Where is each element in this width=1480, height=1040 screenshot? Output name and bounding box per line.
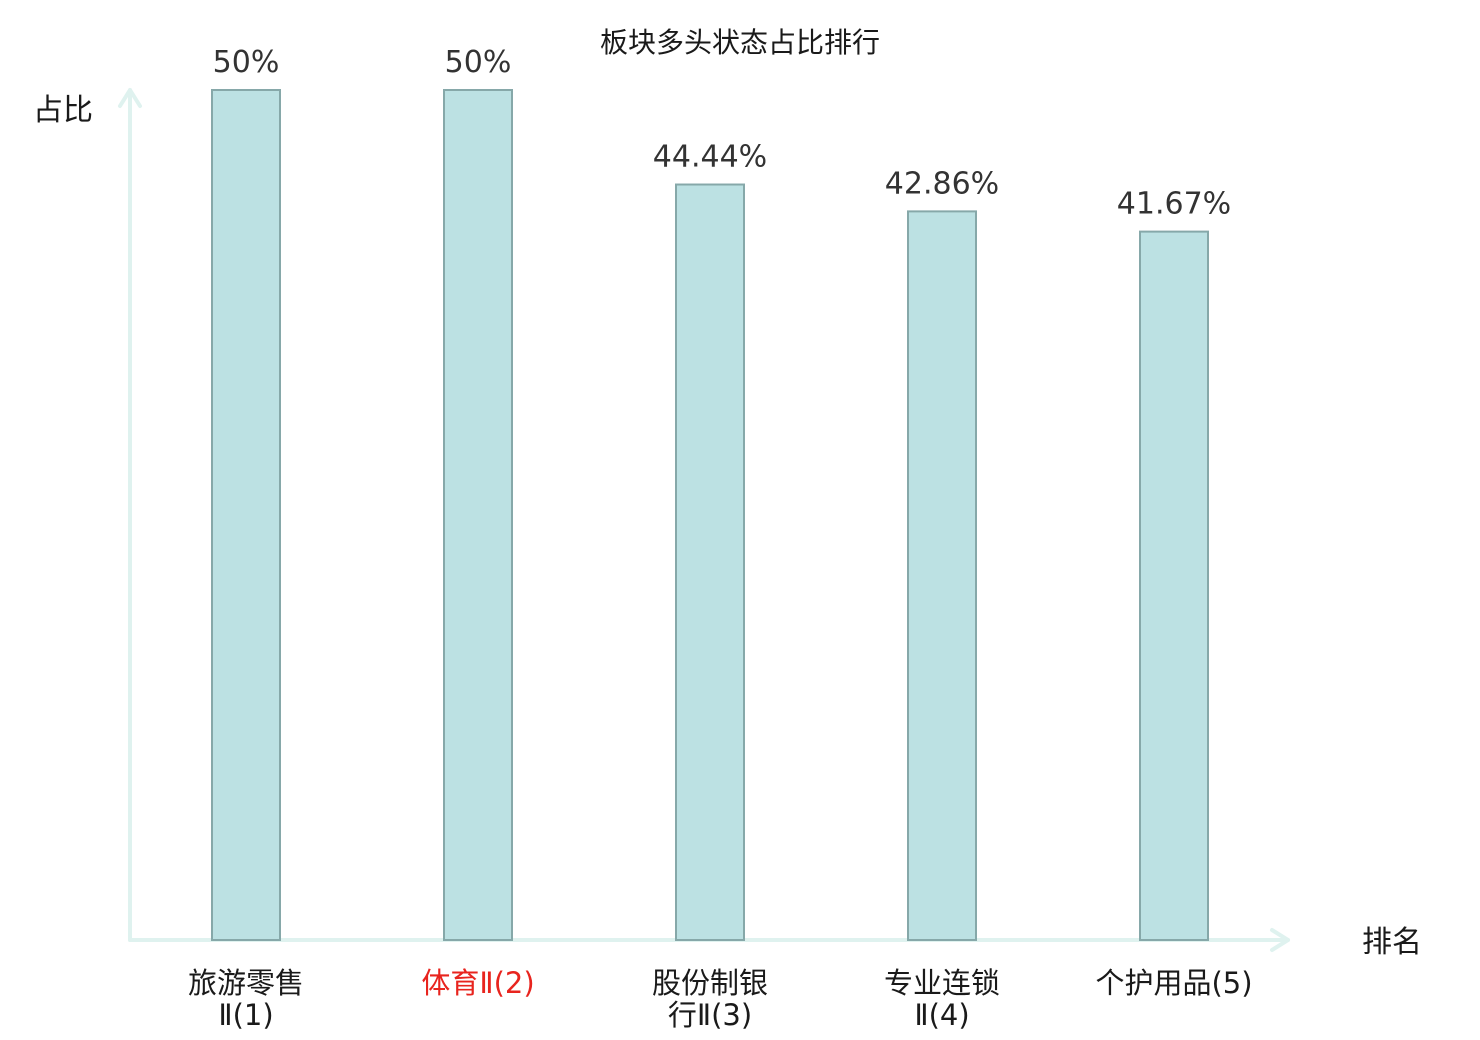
bar-3 bbox=[675, 183, 745, 941]
y-axis-arrow-icon bbox=[118, 88, 142, 108]
value-label-4: 42.86% bbox=[885, 166, 999, 201]
bar-1 bbox=[211, 89, 281, 941]
category-label-4-line-1: 专业连锁 bbox=[884, 966, 1000, 1000]
category-label-5-line-1: 个护用品(5) bbox=[1095, 966, 1252, 1000]
category-label-3-line-2: 行Ⅱ(3) bbox=[668, 998, 752, 1032]
value-label-5: 41.67% bbox=[1117, 187, 1231, 222]
value-labels: 50% 50% 44.44% 42.86% 41.67% bbox=[213, 45, 1232, 222]
value-label-1: 50% bbox=[213, 45, 280, 80]
value-label-2: 50% bbox=[445, 45, 512, 80]
bar-5 bbox=[1139, 230, 1209, 942]
bars bbox=[211, 89, 1209, 942]
value-label-3: 44.44% bbox=[653, 140, 767, 175]
category-label-3-line-1: 股份制银 bbox=[652, 966, 768, 1000]
y-axis-label: 占比 bbox=[33, 93, 93, 128]
bar-2 bbox=[443, 89, 513, 941]
category-label-1-line-1: 旅游零售 bbox=[188, 966, 304, 1000]
category-label-4-line-2: Ⅱ(4) bbox=[914, 998, 969, 1032]
chart-title: 板块多头状态占比排行 bbox=[600, 26, 880, 59]
x-axis-label: 排名 bbox=[1362, 925, 1422, 960]
bar-4 bbox=[907, 210, 977, 941]
category-label-1-line-2: Ⅱ(1) bbox=[218, 998, 273, 1032]
x-axis-arrow-icon bbox=[1270, 928, 1290, 952]
category-label-2-line-1: 体育Ⅱ(2) bbox=[421, 966, 534, 1000]
